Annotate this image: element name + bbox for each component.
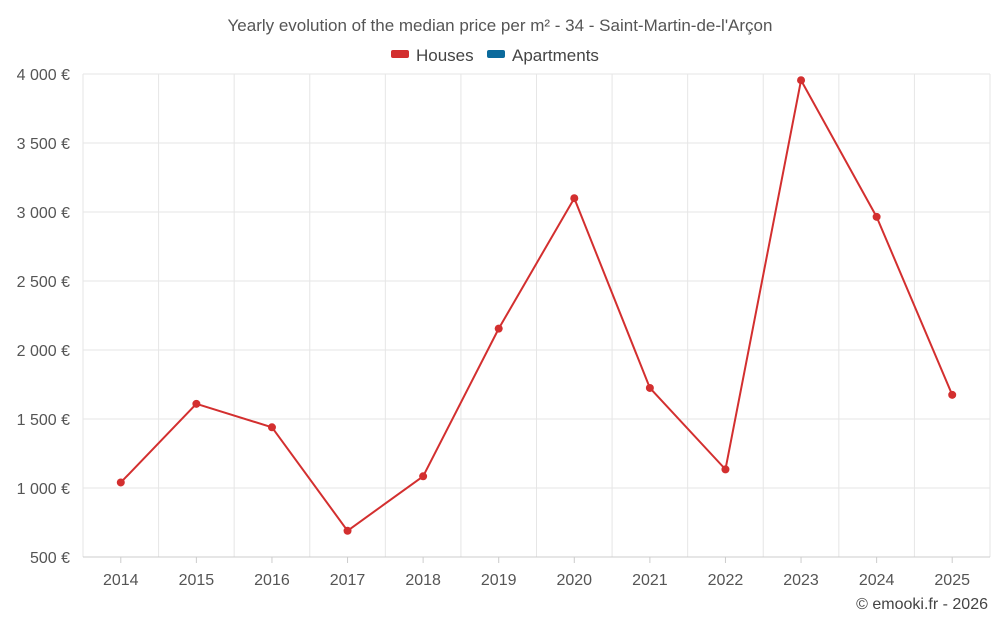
x-tick-label: 2023 xyxy=(783,572,819,589)
data-point-houses-2018[interactable] xyxy=(419,472,428,481)
x-tick-label: 2024 xyxy=(859,572,895,589)
data-point-houses-2017[interactable] xyxy=(343,526,352,535)
x-tick-label: 2021 xyxy=(632,572,668,589)
legend-swatch-houses[interactable] xyxy=(391,50,409,58)
data-point-houses-2014[interactable] xyxy=(116,478,125,487)
legend-label-houses[interactable]: Houses xyxy=(416,46,474,65)
data-point-houses-2025[interactable] xyxy=(948,390,957,399)
x-tick-label: 2016 xyxy=(254,572,290,589)
data-point-houses-2015[interactable] xyxy=(192,399,201,408)
y-tick-label: 4 000 € xyxy=(17,67,70,84)
x-tick-label: 2020 xyxy=(556,572,592,589)
y-tick-label: 500 € xyxy=(30,550,70,567)
y-tick-label: 3 500 € xyxy=(17,136,70,153)
grid xyxy=(82,73,991,558)
data-point-houses-2020[interactable] xyxy=(570,194,579,203)
y-tick-label: 1 000 € xyxy=(17,481,70,498)
x-axis-ticks: 2014 2015 2016 2017 2018 2019 2020 2021 2022 2023… xyxy=(103,557,970,589)
x-tick-label: 2014 xyxy=(103,572,139,589)
legend: Houses Apartments xyxy=(391,46,599,65)
y-tick-label: 2 000 € xyxy=(17,343,70,360)
series-line-houses xyxy=(120,79,954,532)
legend-swatch-apartments[interactable] xyxy=(487,50,505,58)
data-point-houses-2021[interactable] xyxy=(645,383,654,392)
credit-text: © emooki.fr - 2026 xyxy=(856,596,988,613)
series-houses xyxy=(116,76,957,535)
data-point-houses-2024[interactable] xyxy=(872,212,881,221)
x-tick-label: 2022 xyxy=(708,572,744,589)
data-point-houses-2022[interactable] xyxy=(721,465,730,474)
y-axis-ticks: 500 € 1 000 € 1 500 € 2 000 € 2 500 € 3 000 €… xyxy=(17,67,70,567)
x-tick-label: 2019 xyxy=(481,572,517,589)
y-tick-label: 1 500 € xyxy=(17,412,70,429)
chart-title: Yearly evolution of the median price per… xyxy=(228,16,773,35)
x-tick-label: 2017 xyxy=(330,572,366,589)
data-point-houses-2019[interactable] xyxy=(494,324,503,333)
y-tick-label: 2 500 € xyxy=(17,274,70,291)
data-point-houses-2023[interactable] xyxy=(797,76,806,85)
x-tick-label: 2015 xyxy=(179,572,215,589)
data-point-houses-2016[interactable] xyxy=(267,423,276,432)
x-tick-label: 2025 xyxy=(934,572,970,589)
x-tick-label: 2018 xyxy=(405,572,441,589)
legend-label-apartments[interactable]: Apartments xyxy=(512,46,599,65)
y-tick-label: 3 000 € xyxy=(17,205,70,222)
